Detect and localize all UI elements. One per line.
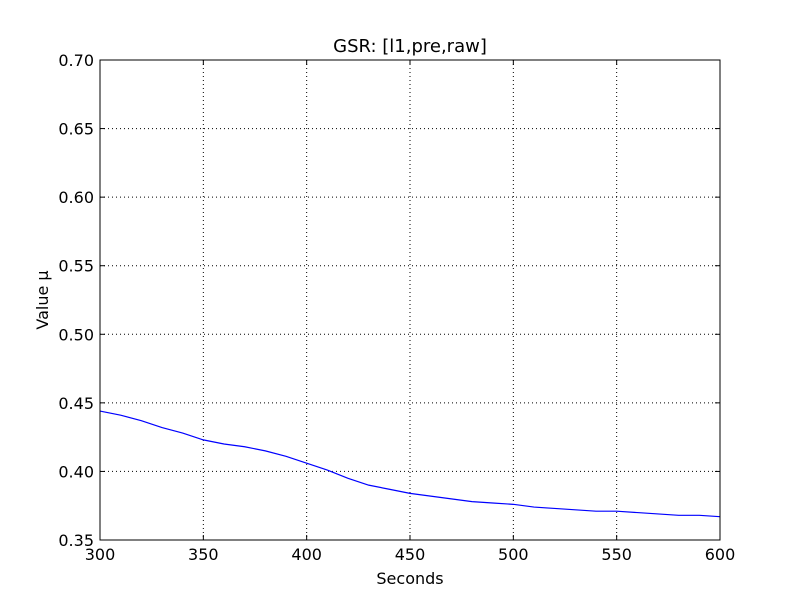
y-tick-label: 0.50 (58, 325, 94, 344)
y-tick-label: 0.60 (58, 188, 94, 207)
y-tick-label: 0.35 (58, 531, 94, 550)
series-line (99, 410, 721, 518)
y-tick-label: 0.55 (58, 257, 94, 276)
ticks: 300 350 400 450 500 550 600 0.35 0.40 0.45 0.50 0.5… (58, 51, 735, 564)
x-tick-label: 350 (188, 545, 219, 564)
y-tick-label: 0.65 (58, 120, 94, 139)
chart-title: GSR: [l1,pre,raw] (333, 36, 487, 57)
series-group (99, 410, 721, 518)
y-tick-label: 0.70 (58, 51, 94, 70)
x-tick-label: 450 (395, 545, 426, 564)
x-axis-label: Seconds (376, 569, 443, 588)
x-tick-label: 500 (498, 545, 529, 564)
x-tick-label: 550 (601, 545, 632, 564)
y-tick-label: 0.40 (58, 462, 94, 481)
y-tick-label: 0.45 (58, 394, 94, 413)
x-tick-label: 400 (291, 545, 322, 564)
x-tick-label: 300 (85, 545, 116, 564)
x-tick-label: 600 (705, 545, 736, 564)
y-axis-label: Value μ (33, 270, 52, 329)
